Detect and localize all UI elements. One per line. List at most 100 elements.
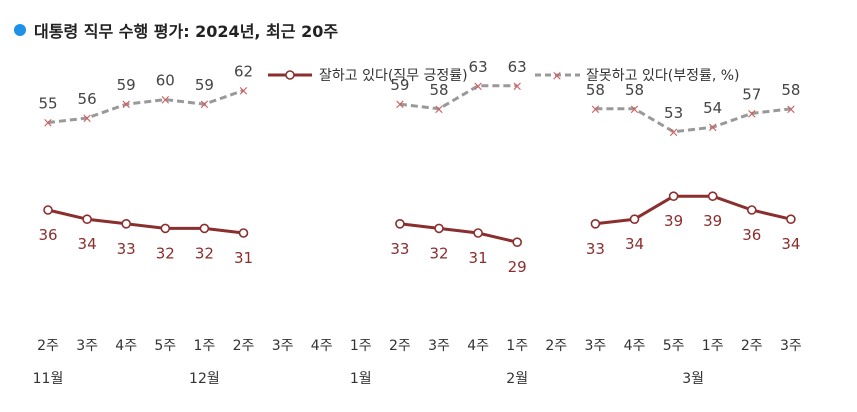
negative-data-label: 58 bbox=[429, 81, 448, 99]
negative-point: × bbox=[785, 102, 796, 117]
negative-point: × bbox=[590, 102, 601, 117]
negative-point: × bbox=[199, 98, 210, 113]
positive-data-label: 33 bbox=[117, 240, 136, 258]
negative-point: × bbox=[43, 116, 54, 131]
negative-data-label: 54 bbox=[703, 99, 722, 117]
x-tick-label: 1주 bbox=[506, 338, 528, 354]
x-tick-label: 4주 bbox=[311, 338, 333, 354]
positive-point bbox=[395, 219, 405, 229]
positive-point bbox=[238, 228, 249, 238]
positive-point bbox=[707, 191, 718, 201]
negative-data-label: 59 bbox=[390, 76, 409, 94]
x-month-label: 3월 bbox=[682, 371, 704, 387]
positive-data-label: 36 bbox=[742, 226, 761, 244]
negative-data-label: 59 bbox=[195, 76, 214, 94]
negative-data-label: 63 bbox=[508, 58, 527, 76]
positive-series-line-1 bbox=[399, 222, 518, 244]
negative-series-line-1 bbox=[399, 84, 518, 111]
negative-data-label: 55 bbox=[38, 95, 57, 113]
positive-point bbox=[629, 214, 640, 224]
positive-point bbox=[82, 214, 92, 224]
negative-data-label: 57 bbox=[742, 85, 761, 103]
positive-point bbox=[121, 219, 131, 229]
positive-data-label: 33 bbox=[586, 240, 605, 258]
positive-data-label: 39 bbox=[664, 212, 683, 230]
bullet-dot-icon bbox=[14, 24, 26, 36]
x-tick-label: 2주 bbox=[233, 338, 255, 354]
x-tick-label: 1주 bbox=[350, 338, 372, 354]
x-tick-label: 5주 bbox=[154, 338, 176, 354]
negative-point: × bbox=[238, 84, 249, 99]
x-tick-label: 4주 bbox=[624, 338, 646, 354]
legend-positive-marker bbox=[285, 70, 295, 80]
positive-data-label: 31 bbox=[234, 249, 253, 267]
negative-data-label: 59 bbox=[117, 76, 136, 94]
x-month-label: 11월 bbox=[33, 371, 64, 387]
positive-data-label: 32 bbox=[195, 244, 214, 262]
positive-point bbox=[746, 205, 757, 215]
x-tick-label: 3주 bbox=[585, 338, 607, 354]
negative-point: × bbox=[394, 98, 405, 113]
positive-data-label: 29 bbox=[508, 258, 527, 276]
positive-point bbox=[43, 205, 53, 215]
negative-point: × bbox=[629, 102, 640, 117]
x-tick-label: 3주 bbox=[428, 338, 450, 354]
negative-data-label: 63 bbox=[469, 58, 488, 76]
positive-data-label: 34 bbox=[78, 235, 97, 253]
positive-data-label: 31 bbox=[469, 249, 488, 267]
negative-point: × bbox=[707, 121, 718, 136]
positive-data-label: 36 bbox=[38, 226, 57, 244]
x-tick-label: 3주 bbox=[780, 338, 802, 354]
negative-point: × bbox=[512, 79, 523, 94]
x-tick-label: 1주 bbox=[194, 338, 216, 354]
x-tick-label: 1주 bbox=[702, 338, 724, 354]
positive-point bbox=[512, 237, 523, 247]
negative-series-line-0 bbox=[47, 88, 244, 125]
positive-series-line-0 bbox=[47, 208, 244, 235]
negative-point: × bbox=[160, 93, 171, 108]
positive-point bbox=[668, 191, 679, 201]
x-tick-label: 3주 bbox=[272, 338, 294, 354]
positive-point bbox=[590, 219, 601, 229]
negative-point: × bbox=[121, 98, 132, 113]
legend-negative-label: 잘못하고 있다(부정률, %) bbox=[586, 68, 740, 84]
positive-point bbox=[199, 223, 210, 234]
x-tick-label: 2주 bbox=[389, 338, 411, 354]
positive-point bbox=[786, 214, 796, 224]
chart-title: 대통령 직무 수행 평가: 2024년, 최근 20주 bbox=[34, 22, 339, 41]
positive-point bbox=[473, 228, 483, 238]
positive-data-label: 32 bbox=[429, 244, 448, 262]
positive-data-label: 33 bbox=[390, 240, 409, 258]
x-tick-label: 2주 bbox=[545, 338, 567, 354]
x-month-label: 1월 bbox=[350, 371, 372, 387]
x-tick-label: 3주 bbox=[76, 338, 98, 354]
negative-data-label: 62 bbox=[234, 62, 253, 80]
x-tick-label: 2주 bbox=[741, 338, 763, 354]
negative-data-label: 56 bbox=[78, 90, 97, 108]
legend: 잘하고 있다(직무 긍정률) × 잘못하고 있다(부정률, %) bbox=[268, 68, 740, 84]
negative-data-label: 58 bbox=[625, 81, 644, 99]
legend-negative-marker: × bbox=[552, 69, 563, 84]
x-tick-label: 2주 bbox=[37, 338, 59, 354]
positive-data-label: 32 bbox=[156, 244, 175, 262]
positive-point bbox=[434, 223, 444, 234]
positive-series-line-2 bbox=[595, 194, 792, 226]
x-tick-label: 4주 bbox=[467, 338, 489, 354]
x-month-label: 12월 bbox=[189, 371, 220, 387]
negative-series-line-2 bbox=[595, 107, 792, 134]
negative-data-label: 58 bbox=[781, 81, 800, 99]
x-tick-label: 4주 bbox=[115, 338, 137, 354]
chart-title-row: 대통령 직무 수행 평가: 2024년, 최근 20주 bbox=[14, 18, 338, 42]
negative-point: × bbox=[746, 107, 757, 122]
negative-point: × bbox=[473, 79, 484, 94]
negative-data-label: 58 bbox=[586, 81, 605, 99]
negative-data-label: 53 bbox=[664, 104, 683, 122]
negative-point: × bbox=[668, 125, 679, 140]
negative-point: × bbox=[434, 102, 445, 117]
positive-data-label: 34 bbox=[781, 235, 800, 253]
negative-point: × bbox=[82, 112, 93, 127]
positive-data-label: 34 bbox=[625, 235, 644, 253]
positive-data-label: 39 bbox=[703, 212, 722, 230]
x-tick-label: 5주 bbox=[663, 338, 685, 354]
